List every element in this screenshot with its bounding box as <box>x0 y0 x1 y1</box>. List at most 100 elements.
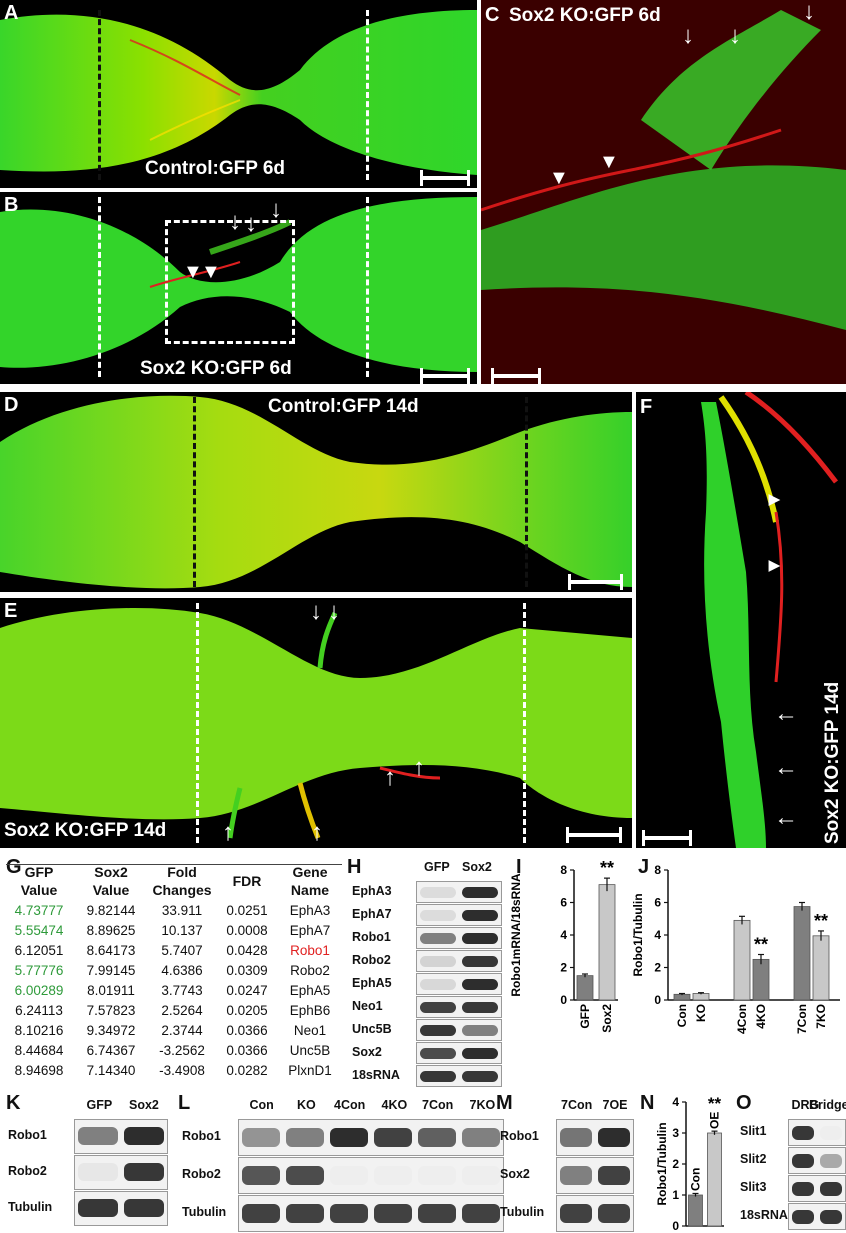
gene-table-cell-fdr: 0.0008 <box>226 922 268 938</box>
panel-e-scale-bar <box>566 827 622 843</box>
gel-o-band <box>792 1209 814 1224</box>
gel-h-band <box>462 1047 498 1060</box>
blot-l-band <box>330 1203 368 1223</box>
gene-table-top-rule <box>6 864 342 865</box>
gene-table-header-sox2: Sox2 Value <box>92 864 130 898</box>
significance-mark: ** <box>754 935 768 955</box>
gene-table-cell-fdr: 0.0251 <box>226 902 268 918</box>
gel-h-band <box>420 978 456 991</box>
gel-h-band <box>420 955 456 968</box>
blot-l-band <box>462 1127 500 1147</box>
gel-h-band <box>420 1047 456 1060</box>
gene-table-header-gene: Gene Name <box>290 864 330 898</box>
gel-o-strip <box>788 1203 846 1230</box>
gene-table-cell-gene: Robo1 <box>290 942 330 958</box>
gene-table-cell-gfp: 6.24113 <box>15 1002 63 1018</box>
blot-k-band <box>78 1127 118 1146</box>
bar <box>688 1194 703 1227</box>
gene-table-cell-sox2: 8.01911 <box>87 982 135 998</box>
blot-l-row-label: Tubulin <box>182 1205 227 1219</box>
bar <box>752 958 770 1001</box>
blot-l-band <box>374 1166 412 1185</box>
gel-h-row-label: Unc5B <box>352 1021 392 1036</box>
blot-l-band <box>418 1203 456 1223</box>
gene-table-cell-fold: 3.7743 <box>161 982 203 998</box>
panel-e-arrow-5: ↑ <box>222 819 234 846</box>
gene-table-cell-fdr: 0.0366 <box>226 1022 268 1038</box>
panel-n-label: N <box>640 1092 655 1114</box>
blot-m-strip <box>556 1195 634 1232</box>
panel-d: D Control:GFP 14d <box>0 392 632 592</box>
gel-h-strip <box>416 881 502 903</box>
x-tick-label: Con <box>675 1004 689 1027</box>
gel-h-row-label: EphA7 <box>352 906 392 921</box>
gel-o-row-label: Slit2 <box>740 1152 767 1166</box>
panel-a: A Control:GFP 6d <box>0 0 477 188</box>
gel-h-band <box>420 1001 456 1014</box>
gel-h-strip <box>416 950 502 972</box>
gel-o-band <box>792 1181 814 1196</box>
gene-table-row: 5.77776 7.99145 4.6386 0.0309 Robo2 <box>2 960 344 980</box>
chart-j: 0 2 4 6 8 Robo1/Tubulin Con KO 4Con 4KO ** 7Con 7KO *… <box>631 863 840 1034</box>
panel-a-caption: Control:GFP 6d <box>145 158 286 179</box>
gene-table-cell-fold: 10.137 <box>161 922 203 938</box>
x-tick-label: 4Con <box>735 1004 749 1034</box>
chart-i: 0 2 4 6 8 Robo1mRNA/18sRNA GFP Sox2 ** <box>509 858 618 1033</box>
gene-table-cell-gfp: 8.10216 <box>14 1022 64 1038</box>
blot-k-col-label: Sox2 <box>129 1098 159 1112</box>
panel-i-label: I <box>516 856 522 878</box>
blot-m-strip <box>556 1119 634 1156</box>
panel-e: E ↓ ↓ ↑ ↑ ↑ ↑ Sox2 KO:GFP 14d <box>0 598 632 848</box>
panel-c-micrograph <box>481 10 846 330</box>
gel-h-band <box>462 1001 498 1014</box>
bar <box>598 884 616 1001</box>
y-axis-label: Robo1mRNA/18sRNA <box>509 873 523 997</box>
blot-l-strip <box>238 1157 504 1194</box>
blot-k-row-label: Robo1 <box>8 1128 47 1142</box>
x-tick-label: 7Con <box>795 1004 809 1034</box>
blot-m-band <box>560 1165 592 1185</box>
blot-l-col-label: 7KO <box>469 1098 496 1112</box>
panel-f: F ▼ ▼ ← ← ← Sox2 KO:GFP 14d <box>636 392 846 848</box>
gene-table-cell-gfp: 8.94698 <box>14 1062 64 1078</box>
y-axis-label: Robo1/Tubulin <box>631 893 645 976</box>
gel-h-band <box>420 1070 456 1083</box>
panel-e-arrow-3: ↑ <box>384 764 396 791</box>
gene-table-row: 6.12051 8.64173 5.7407 0.0428 Robo1 <box>2 940 344 960</box>
x-tick-label: Sox2 <box>600 1004 614 1033</box>
blot-k-strip <box>74 1119 168 1154</box>
panel-k-label: K <box>6 1092 21 1114</box>
gene-table-cell-fdr: 0.0309 <box>226 962 268 978</box>
gene-table-row: 8.10216 9.34972 2.3744 0.0366 Neo1 <box>2 1020 344 1040</box>
blot-l-band <box>418 1166 456 1185</box>
gene-table-header-fdr: FDR <box>232 873 262 889</box>
panel-c-label: C <box>485 4 500 26</box>
bar <box>812 935 830 1001</box>
y-axis-label: Robo1/Tubulin <box>656 1122 669 1205</box>
panel-b-micrograph <box>0 197 477 372</box>
blot-l-band <box>286 1127 324 1147</box>
gel-h-row-label: EphA3 <box>352 883 392 898</box>
panel-e-micrograph <box>0 608 632 839</box>
gel-h-row-label: Sox2 <box>352 1044 382 1059</box>
gel-h-band <box>462 978 498 991</box>
gel-h-strip <box>416 927 502 949</box>
blot-m-strip <box>556 1157 634 1194</box>
gene-table-cell-gene: EphA5 <box>289 982 331 998</box>
gene-table-cell-sox2: 6.74367 <box>86 1042 136 1058</box>
gel-h-band <box>462 909 498 922</box>
gel-h-col-sox2: Sox2 <box>462 860 492 874</box>
panel-d-boundary-left <box>193 397 196 587</box>
gene-table-cell-sox2: 7.99145 <box>86 962 136 978</box>
gel-h-band <box>420 886 456 899</box>
blot-m-band <box>560 1127 592 1147</box>
panel-b-arrowhead-2: ▼ <box>201 261 221 283</box>
panel-b-inset-box <box>165 220 295 344</box>
panel-m-label: M <box>496 1092 513 1114</box>
gene-table-header-gfp: GFP Value <box>20 864 58 898</box>
gene-table-cell-gene: EphA7 <box>289 922 331 938</box>
panel-f-micrograph <box>701 392 838 848</box>
blot-k-band <box>124 1199 164 1218</box>
blot-k-col-label: GFP <box>86 1098 113 1112</box>
gene-table-cell-gfp: 5.77776 <box>14 962 64 978</box>
